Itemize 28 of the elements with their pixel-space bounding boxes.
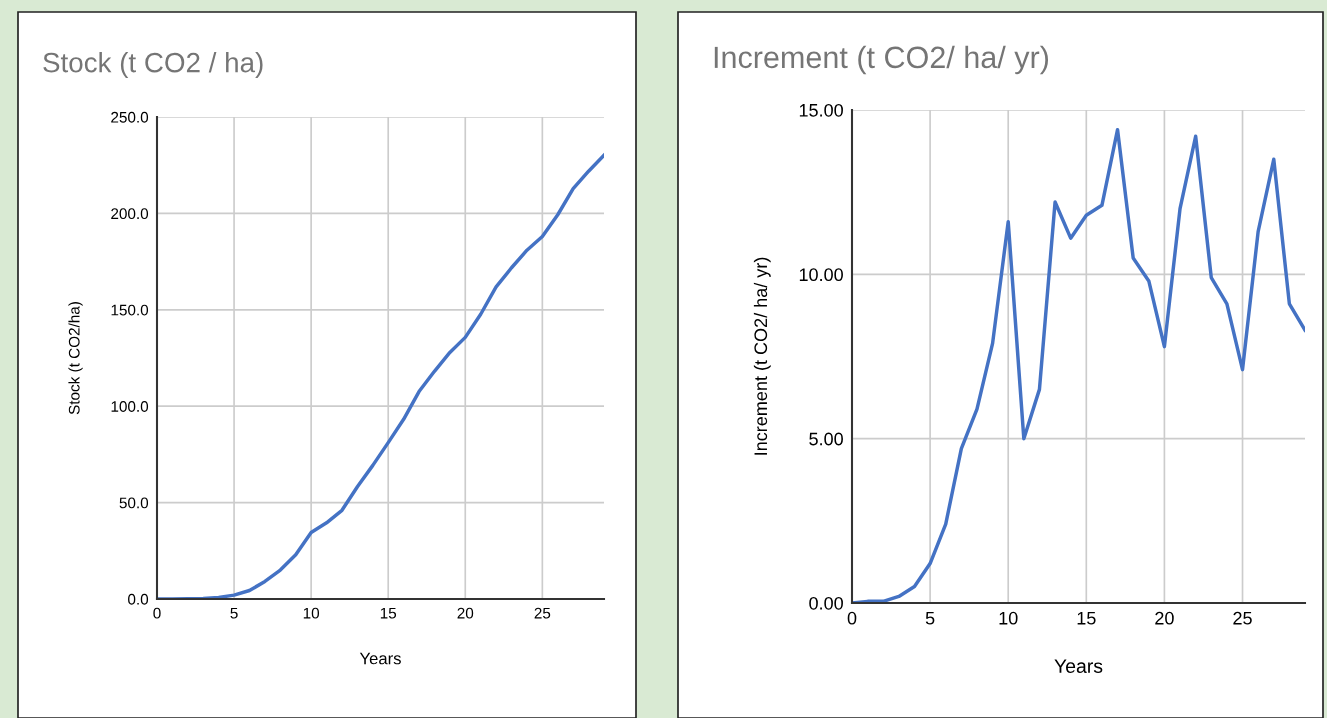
x-axis-title: Years xyxy=(359,652,401,665)
x-tick-label: 15 xyxy=(1077,612,1096,625)
y-tick-label: 150.0 xyxy=(111,304,149,316)
y-tick-label: 250.0 xyxy=(111,111,149,123)
y-tick-label: 0.0 xyxy=(128,593,149,605)
x-tick-label: 15 xyxy=(380,607,397,619)
y-axis-title: Stock (t CO2/ha) xyxy=(68,302,83,415)
y-tick-label: 200.0 xyxy=(111,208,149,220)
y-tick-label: 100.0 xyxy=(111,401,149,412)
x-tick-label: 10 xyxy=(999,611,1018,625)
chart-title: Stock (t CO2 / ha) xyxy=(43,52,263,78)
x-tick-label: 5 xyxy=(925,612,935,625)
x-tick-label: 25 xyxy=(1233,611,1252,625)
y-tick-label: 0.00 xyxy=(809,596,843,610)
chart-title: Increment (t CO2/ ha/ yr) xyxy=(714,45,1048,75)
x-tick-label: 0 xyxy=(847,611,857,625)
y-tick-label: 10.00 xyxy=(799,268,843,282)
x-tick-label: 10 xyxy=(303,607,320,619)
x-tick-label: 20 xyxy=(457,607,474,619)
x-axis-title: Years xyxy=(1054,659,1103,673)
x-tick-label: 20 xyxy=(1155,611,1174,625)
x-tick-label: 25 xyxy=(534,607,551,619)
y-tick-label: 50.0 xyxy=(119,497,149,509)
y-tick-label: 5.00 xyxy=(809,432,843,446)
y-axis-title: Increment (t CO2/ ha/ yr) xyxy=(753,257,771,455)
x-tick-label: 0 xyxy=(153,607,161,619)
y-tick-label: 15.00 xyxy=(799,103,843,117)
x-tick-label: 5 xyxy=(230,607,238,619)
